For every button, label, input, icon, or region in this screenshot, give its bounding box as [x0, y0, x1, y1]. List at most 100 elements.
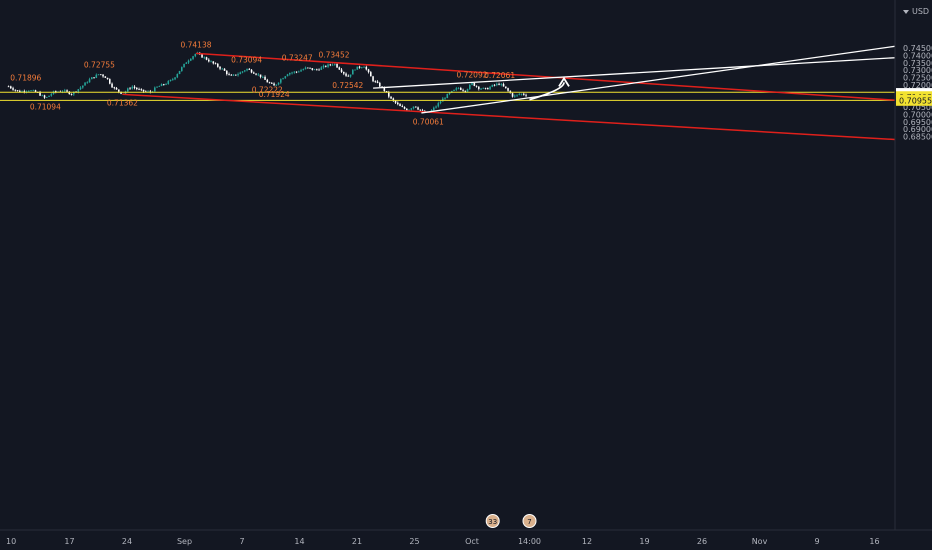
candle-body	[421, 110, 424, 112]
candle-body	[325, 65, 327, 67]
candle-body	[475, 85, 478, 87]
peak-label: 0.71924	[259, 90, 290, 99]
candle-body	[154, 87, 156, 92]
events-icon[interactable]: 33	[485, 514, 500, 528]
candle-body	[262, 76, 264, 78]
events-icon[interactable]: 7	[522, 514, 537, 528]
peak-label: 0.72092	[456, 71, 487, 80]
time-tick-label: 12	[582, 537, 592, 546]
candle-body	[19, 90, 21, 93]
candle-body	[194, 53, 197, 57]
candle-body	[313, 69, 316, 71]
peak-label: 0.71362	[107, 98, 138, 107]
event-count: 33	[488, 518, 497, 526]
time-tick-label: 14:00	[518, 537, 541, 546]
candle-body	[446, 94, 449, 99]
candle-body	[473, 82, 476, 86]
candle-body	[230, 74, 233, 76]
candle-body	[419, 109, 422, 111]
candle-body	[109, 79, 111, 84]
candle-body	[502, 84, 505, 87]
event-badge	[485, 514, 500, 528]
candle-body	[516, 94, 518, 96]
candle-body	[50, 94, 53, 96]
candle-body	[280, 79, 282, 83]
candle-body	[102, 74, 104, 77]
candle-body	[318, 69, 320, 71]
candle-body	[226, 70, 228, 75]
candle-body	[271, 82, 273, 84]
candle-body	[84, 82, 86, 86]
candle-body	[394, 100, 397, 103]
candle-body	[491, 84, 494, 87]
candle-body	[21, 91, 23, 93]
candle-body	[239, 72, 242, 75]
candle-body	[345, 73, 347, 76]
candle-body	[147, 91, 149, 93]
candle-body	[511, 93, 514, 97]
candle-body	[478, 86, 480, 89]
candle-body	[331, 64, 334, 66]
candle-body	[433, 107, 435, 111]
candle-body	[374, 81, 377, 83]
time-tick-label: 21	[352, 537, 362, 546]
candle-body	[178, 70, 181, 75]
candle-body	[43, 95, 46, 98]
candle-body	[514, 95, 516, 97]
time-tick-label: 25	[409, 537, 419, 546]
candle-body	[466, 89, 469, 92]
currency-selector[interactable]: USD	[903, 7, 929, 16]
candle-body	[14, 89, 17, 91]
candle-body	[244, 70, 246, 72]
price-axis[interactable]: 0.745000.740000.735000.730000.725000.720…	[903, 44, 932, 142]
candle-body	[79, 87, 82, 90]
candle-body	[302, 69, 305, 71]
candle-body	[455, 88, 458, 90]
candle-body	[385, 90, 388, 93]
candle-body	[97, 74, 100, 76]
candle-body	[293, 71, 296, 73]
candle-body	[28, 90, 30, 92]
candle-body	[41, 95, 44, 97]
currency-label[interactable]: USD	[912, 7, 929, 16]
candle-body	[363, 66, 365, 68]
candle-body	[235, 74, 237, 76]
candle-body	[142, 89, 145, 92]
time-tick-label: 10	[6, 537, 16, 546]
candle-body	[518, 94, 521, 95]
candle-body	[347, 75, 350, 77]
candle-body	[289, 73, 291, 75]
candle-body	[487, 88, 489, 90]
candle-body	[138, 89, 140, 90]
time-tick-label: 9	[814, 537, 819, 546]
candle-body	[39, 92, 41, 96]
candle-body	[12, 88, 14, 90]
candle-body	[268, 82, 271, 84]
candle-body	[217, 63, 219, 67]
candle-body	[399, 104, 401, 107]
candle-body	[448, 92, 451, 95]
peak-label: 0.72542	[332, 81, 363, 90]
candle-body	[266, 79, 269, 83]
peak-label: 0.72755	[84, 61, 115, 70]
candle-body	[282, 78, 284, 80]
candle-body	[358, 66, 361, 68]
candle-body	[131, 86, 134, 89]
price-tag-label: 0.70955	[899, 96, 932, 105]
time-axis[interactable]: 10 17 24 Sep 7 14 21 25 Oct 14:00 12 19 26 Nov 9 16	[6, 537, 880, 546]
event-icons[interactable]: 33 7	[485, 514, 537, 528]
candle-body	[437, 103, 440, 107]
candle-body	[214, 63, 217, 65]
candle-body	[298, 71, 300, 73]
peak-label: 0.71896	[10, 73, 41, 82]
candle-body	[507, 88, 509, 91]
forecast-arrow	[529, 76, 570, 101]
candle-body	[376, 81, 379, 83]
candle-body	[241, 71, 244, 73]
candle-body	[77, 89, 80, 92]
